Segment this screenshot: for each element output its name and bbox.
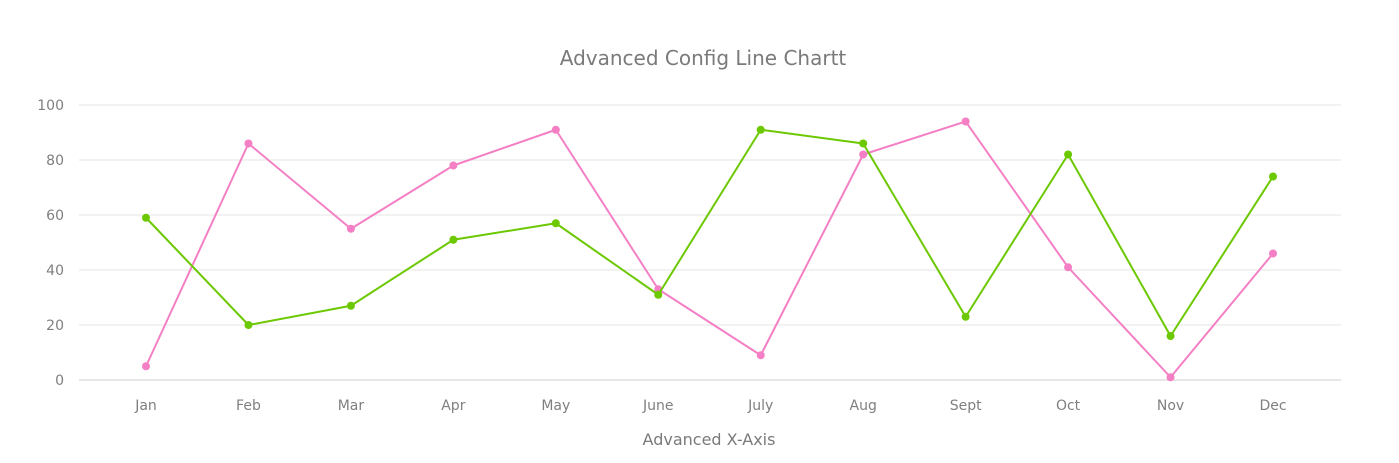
- x-tick-label: July: [747, 398, 773, 414]
- series-2-point-july: [756, 125, 765, 134]
- series-1-point-may: [551, 125, 560, 134]
- series-2-point-sept: [961, 312, 970, 321]
- x-tick-label: Nov: [1157, 398, 1184, 414]
- chart-title: Advanced Config Line Chartt: [560, 46, 847, 70]
- y-tick-label: 100: [37, 98, 64, 114]
- grid-layer: [79, 104, 1341, 381]
- series-2-point-nov: [1166, 332, 1175, 340]
- x-tick-label: Feb: [236, 398, 261, 414]
- series-1-point-sept: [961, 117, 970, 126]
- series-2-point-feb: [244, 321, 253, 329]
- y-tick-label: 20: [46, 318, 64, 334]
- series-2-point-may: [551, 219, 560, 228]
- series-2-point-mar: [346, 301, 355, 310]
- axis-layer: 0 20 40 60 80 100 Jan Feb Mar Apr May June July Aug Se…: [37, 98, 1286, 414]
- series-1-point-oct: [1064, 263, 1073, 272]
- series-2-point-aug: [859, 139, 868, 148]
- x-tick-label: Dec: [1259, 398, 1286, 414]
- series-2-point-apr: [449, 235, 458, 244]
- series-2-point-oct: [1064, 150, 1073, 159]
- x-tick-label: June: [642, 398, 674, 414]
- x-tick-label: Apr: [441, 398, 465, 414]
- series-1-point-nov: [1166, 373, 1175, 382]
- x-tick-label: Jan: [134, 398, 157, 414]
- x-tick-label: Mar: [338, 398, 365, 414]
- y-tick-label: 60: [46, 208, 64, 224]
- series-2-point-june: [654, 290, 663, 299]
- series-line-2: [145, 128, 1274, 337]
- x-tick-label: Sept: [950, 398, 982, 414]
- series-2-point-jan: [142, 213, 150, 222]
- series-1-point-mar: [346, 224, 355, 233]
- series-2-point-dec: [1269, 172, 1277, 181]
- y-tick-label: 0: [55, 373, 64, 389]
- series-1-point-july: [756, 351, 765, 360]
- series-layer: [142, 117, 1277, 382]
- x-axis-title: Advanced X-Axis: [643, 430, 776, 449]
- series-1-point-dec: [1269, 249, 1277, 258]
- series-1-point-jan: [142, 362, 150, 371]
- series-line-1: [145, 120, 1274, 379]
- x-tick-label: Oct: [1056, 398, 1081, 414]
- series-1-point-feb: [244, 139, 253, 148]
- y-tick-label: 80: [46, 153, 64, 169]
- series-1-point-apr: [449, 161, 458, 170]
- series-1-point-aug: [859, 150, 868, 159]
- y-tick-label: 40: [46, 263, 64, 279]
- x-tick-label: May: [541, 398, 570, 414]
- x-tick-label: Aug: [850, 398, 877, 414]
